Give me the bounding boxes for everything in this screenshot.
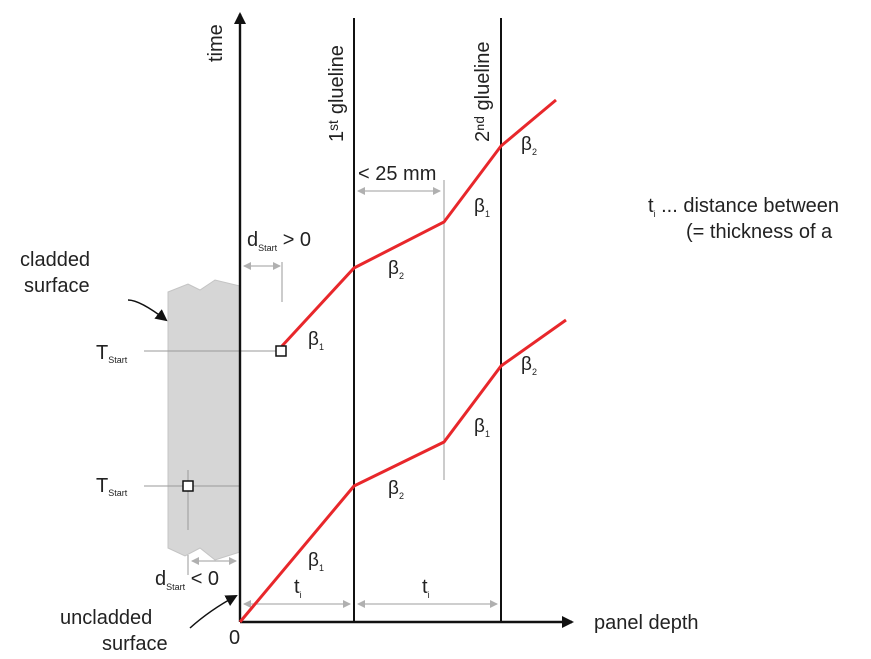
beta-label-cladded-seg3: β1 bbox=[474, 196, 490, 219]
beta-label-uncladded-seg2: β2 bbox=[388, 478, 404, 501]
note-t-sub: i bbox=[654, 209, 656, 219]
beta-label-cladded-seg4: β2 bbox=[521, 134, 537, 157]
note-rest: ... distance between bbox=[656, 195, 839, 217]
charring-curve-cladded bbox=[280, 98, 557, 348]
t-start-cladded-sub: Start bbox=[108, 355, 128, 365]
dim-t-first-main: t bbox=[294, 576, 300, 598]
note-t-main: t bbox=[648, 195, 654, 217]
dim-dstart-pos-label: dStart > 0 bbox=[247, 229, 311, 253]
beta-label-uncladded-seg4: β2 bbox=[521, 354, 537, 377]
dim-lt25-label: < 25 mm bbox=[358, 163, 436, 185]
cladded-pointer-arrow bbox=[127, 299, 168, 322]
t-start-marker-cladded bbox=[275, 345, 287, 357]
y-axis-label: time bbox=[205, 24, 227, 62]
dim-t-first-sub: i bbox=[300, 590, 302, 600]
beta-label-cladded-seg2: β2 bbox=[388, 258, 404, 281]
t-start-cladded-main: T bbox=[96, 342, 108, 364]
dim-dstart-neg-sub: Start bbox=[166, 582, 186, 592]
dim-t-first-label: ti bbox=[294, 576, 302, 600]
dim-t-second-sub: i bbox=[428, 590, 430, 600]
beta-label-cladded-seg1: β1 bbox=[308, 329, 324, 352]
uncladded-pointer-arrow bbox=[189, 595, 238, 629]
beta-label-uncladded-seg3: β1 bbox=[474, 416, 490, 439]
dim-t-second-label: ti bbox=[422, 576, 430, 600]
dim-dstart-neg-rel: < 0 bbox=[185, 568, 219, 590]
beta-label-uncladded-seg1: β1 bbox=[308, 550, 324, 573]
dim-dstart-pos-main: d bbox=[247, 229, 258, 251]
note-line-2: (= thickness of a bbox=[686, 221, 833, 243]
t-start-uncladded-sub: Start bbox=[108, 488, 128, 498]
dim-dstart-pos-sub: Start bbox=[258, 243, 278, 253]
uncladded-surface-label: uncladded bbox=[60, 607, 152, 629]
glueline-1-label: 1ˢᵗ glueline bbox=[326, 45, 348, 142]
t-start-uncladded-main: T bbox=[96, 475, 108, 497]
charring-curve-uncladded bbox=[238, 318, 567, 623]
uncladded-surface-label-2: surface bbox=[102, 633, 168, 655]
cladded-surface-label-2: surface bbox=[24, 275, 90, 297]
t-start-label-cladded: TStart bbox=[96, 342, 128, 365]
t-start-marker-uncladded bbox=[182, 480, 194, 492]
dim-dstart-neg-main: d bbox=[155, 568, 166, 590]
cladded-surface-label: cladded bbox=[20, 249, 90, 271]
dim-dstart-neg-label: dStart < 0 bbox=[155, 568, 219, 592]
cladding-panel bbox=[167, 279, 241, 561]
x-axis-label: panel depth bbox=[594, 612, 699, 634]
dim-dstart-pos-rel: > 0 bbox=[277, 229, 311, 251]
dim-t-second-main: t bbox=[422, 576, 428, 598]
t-start-label-uncladded: TStart bbox=[96, 475, 128, 498]
glueline-2-label: 2ⁿᵈ glueline bbox=[472, 42, 494, 142]
note-line-1: ti ... distance between bbox=[648, 195, 839, 219]
origin-label: 0 bbox=[229, 627, 240, 649]
